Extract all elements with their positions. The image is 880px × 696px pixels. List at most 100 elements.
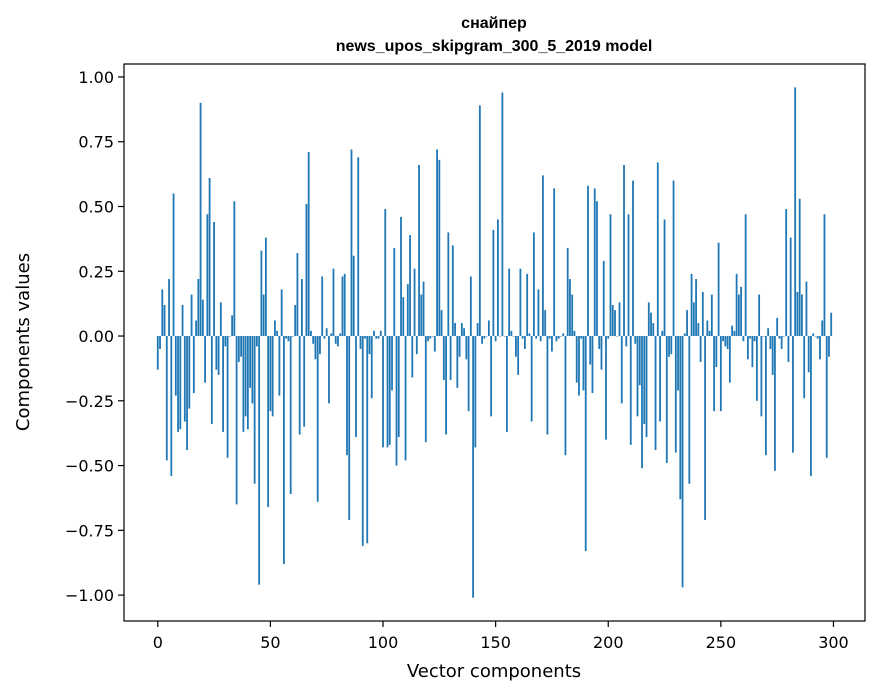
bar-component-72	[319, 336, 321, 355]
bar-component-63	[298, 336, 301, 435]
bar-component-54	[278, 336, 281, 396]
y-tick-label: −0.25	[65, 392, 114, 411]
bar-component-141	[474, 336, 477, 448]
bar-component-65	[303, 336, 306, 427]
bar-component-92	[364, 336, 366, 339]
bar-component-26	[215, 336, 218, 370]
bar-component-212	[634, 336, 637, 344]
bar-component-285	[798, 198, 801, 337]
bar-component-225	[663, 219, 666, 337]
bar-component-289	[807, 336, 810, 373]
bar-component-138	[467, 336, 470, 412]
bar-component-117	[420, 294, 423, 337]
bar-component-20	[201, 299, 204, 337]
bar-component-174	[548, 336, 551, 339]
bar-component-265	[753, 336, 756, 342]
bar-component-119	[424, 336, 427, 443]
bar-component-168	[535, 336, 538, 339]
y-tick-label: −0.50	[65, 457, 114, 476]
bar-component-291	[812, 333, 815, 337]
bar-component-69	[312, 336, 315, 344]
bar-component-129	[447, 232, 450, 337]
y-tick-label: 0.00	[78, 327, 114, 346]
bar-component-204	[616, 336, 619, 337]
y-axis: −1.00 −0.75 −0.50 −0.25 0.00 0.25 0.50 0.75 1.00	[65, 68, 124, 605]
bar-component-120	[427, 336, 429, 342]
bar-component-15	[190, 294, 193, 337]
bar-component-254	[728, 336, 731, 383]
bar-component-262	[746, 336, 749, 360]
bar-component-261	[744, 214, 747, 337]
y-tick-label: 0.25	[78, 262, 114, 281]
bar-component-55	[280, 289, 283, 337]
bar-component-232	[679, 336, 682, 500]
bar-component-259	[740, 286, 743, 337]
bar-component-137	[465, 336, 468, 360]
bar-component-279	[785, 209, 788, 337]
bar-component-33	[231, 315, 234, 337]
bar-component-240	[697, 323, 700, 337]
bar-component-252	[724, 336, 727, 347]
bar-component-109	[402, 297, 405, 337]
bar-component-248	[715, 336, 718, 368]
bar-component-83	[343, 273, 346, 337]
bar-component-98	[377, 336, 380, 339]
bar-component-4	[165, 336, 168, 461]
bar-component-96	[373, 330, 375, 337]
bar-component-223	[659, 336, 661, 422]
bar-component-286	[801, 294, 803, 337]
bar-component-19	[199, 102, 202, 337]
bar-component-290	[810, 336, 812, 476]
bar-component-184	[571, 294, 574, 337]
bar-component-237	[690, 273, 693, 337]
bar-component-103	[388, 336, 391, 445]
bar-component-66	[305, 203, 308, 337]
bar-component-30	[224, 336, 227, 347]
bar-component-203	[614, 310, 616, 337]
bar-component-80	[337, 336, 339, 347]
bar-component-154	[503, 336, 506, 337]
bar-component-236	[688, 336, 691, 484]
bar-component-77	[330, 333, 333, 337]
bar-component-201	[609, 214, 612, 337]
x-tick-label: 50	[260, 633, 280, 652]
bar-component-118	[422, 281, 425, 337]
bar-component-5	[168, 279, 170, 337]
bar-component-199	[605, 336, 607, 440]
bar-component-76	[328, 336, 330, 404]
bar-component-155	[505, 336, 508, 432]
bar-component-127	[442, 336, 445, 381]
bar-component-46	[260, 250, 263, 337]
bar-component-260	[742, 336, 745, 342]
bar-component-158	[512, 336, 515, 337]
bar-component-121	[429, 336, 432, 339]
bar-component-235	[686, 310, 688, 337]
bar-component-220	[652, 323, 655, 337]
bar-component-104	[391, 336, 393, 391]
bar-component-91	[361, 336, 364, 546]
bar-component-34	[233, 201, 236, 337]
bar-component-294	[819, 336, 821, 360]
bar-component-116	[418, 165, 420, 337]
bar-component-86	[350, 149, 353, 337]
bar-component-14	[188, 336, 191, 409]
bar-component-134	[458, 336, 461, 357]
bar-component-288	[805, 281, 808, 337]
bar-component-160	[517, 336, 520, 375]
bar-component-242	[701, 291, 704, 337]
bar-component-171	[542, 175, 544, 337]
bar-component-99	[379, 330, 382, 337]
bar-component-12	[183, 336, 186, 422]
bar-component-0	[156, 336, 159, 370]
bar-component-255	[731, 325, 734, 337]
bar-component-198	[602, 260, 605, 337]
bar-component-23	[208, 177, 211, 337]
x-axis-label: Vector components	[407, 661, 581, 682]
bar-component-35	[235, 336, 238, 505]
bar-component-182	[566, 247, 569, 337]
bar-component-8	[174, 336, 177, 396]
bar-component-29	[222, 336, 224, 432]
x-tick-label: 150	[480, 633, 511, 652]
bar-component-75	[325, 328, 328, 337]
bar-component-37	[240, 336, 243, 357]
